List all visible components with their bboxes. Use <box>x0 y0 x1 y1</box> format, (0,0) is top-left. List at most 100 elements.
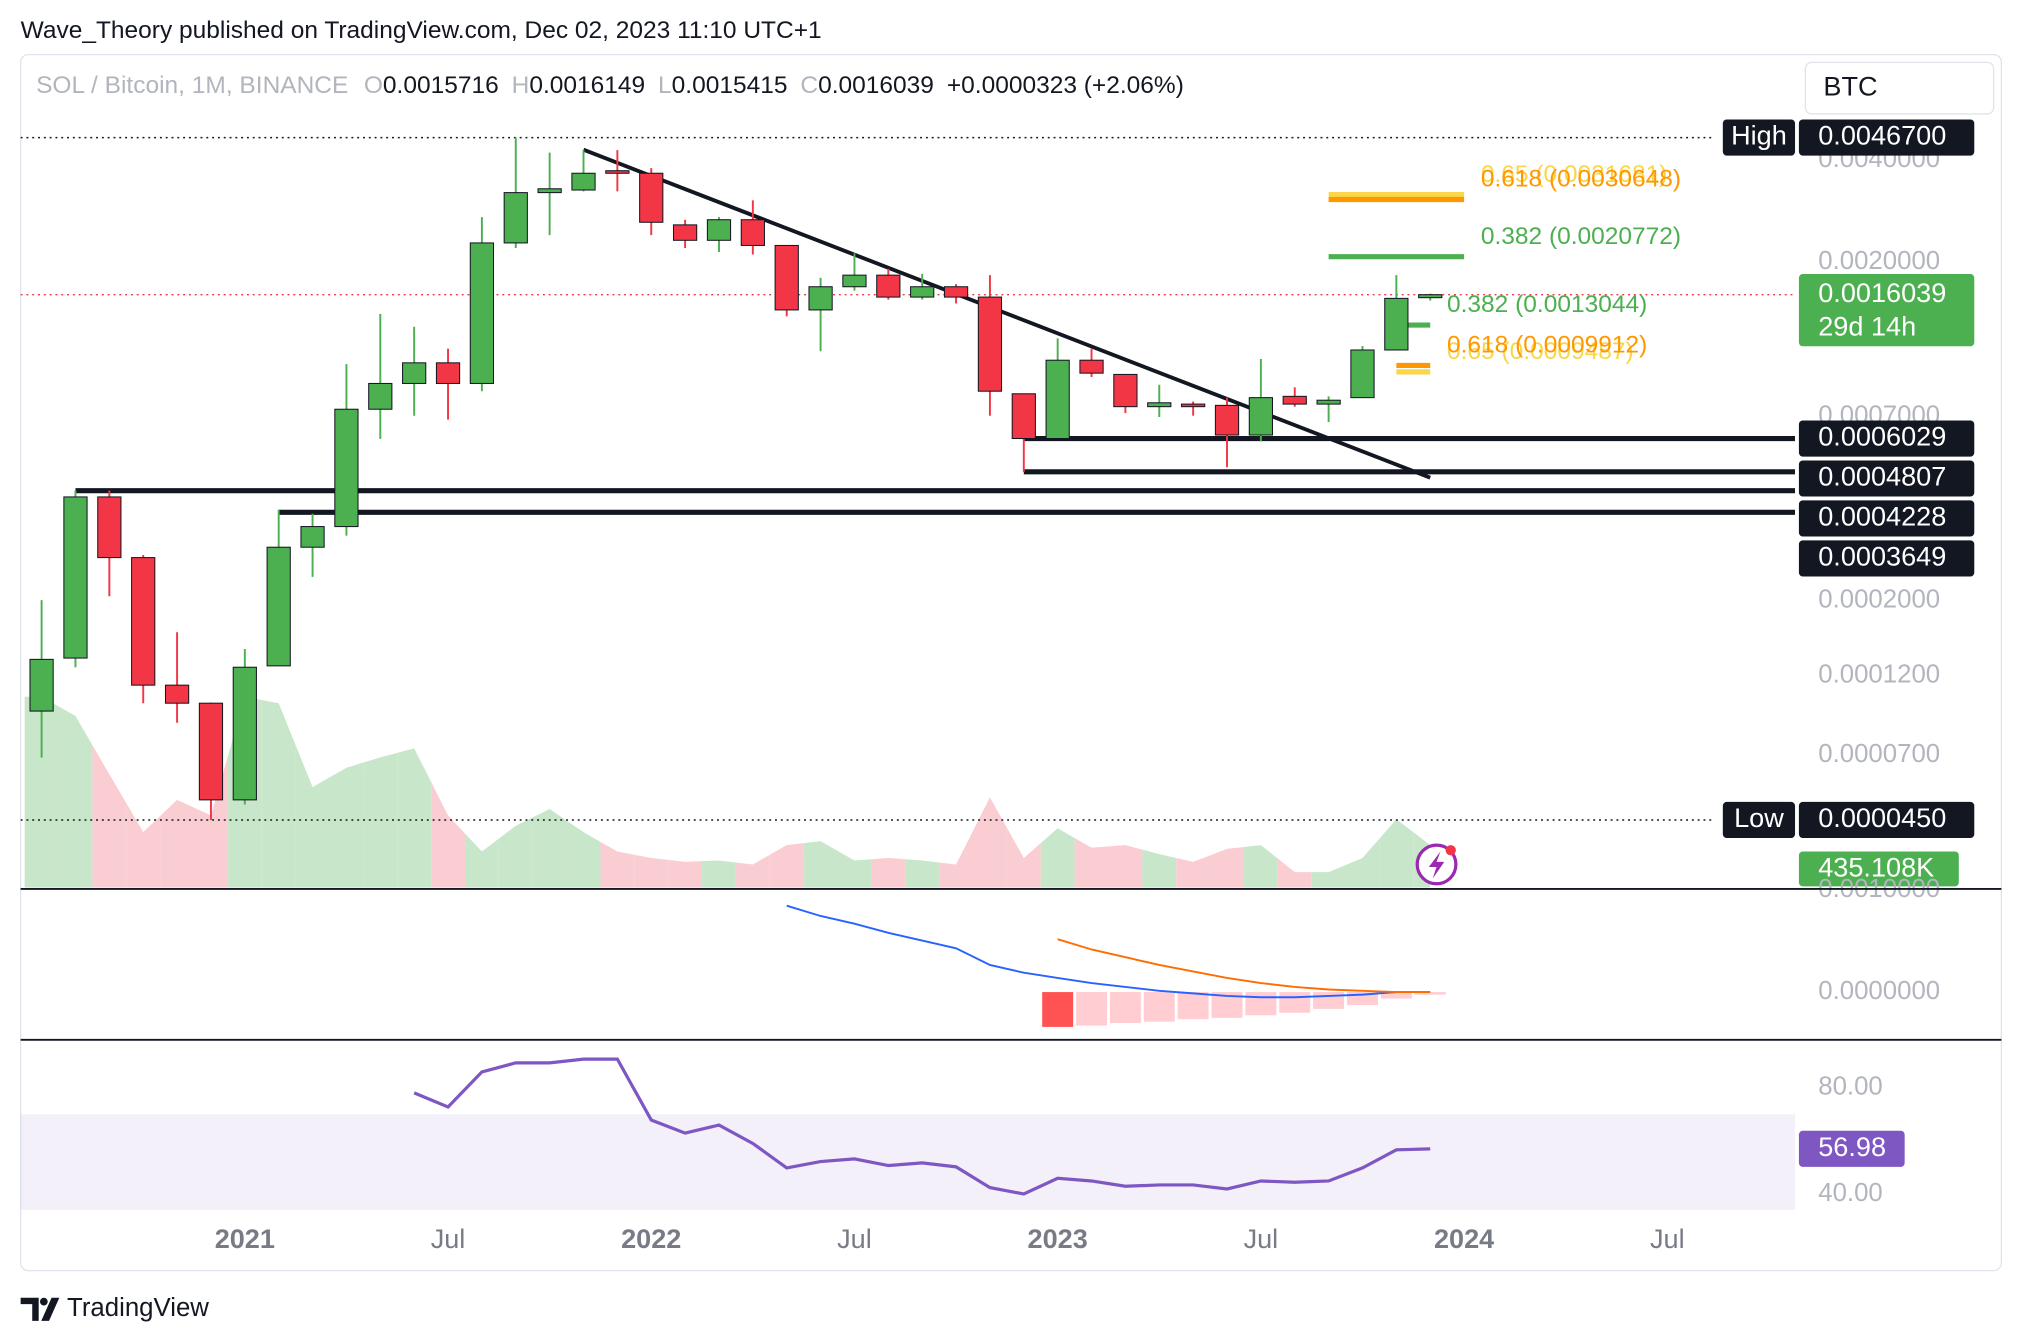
c-key: C <box>800 72 818 99</box>
rsi-label: 56.98 <box>1818 1131 1886 1162</box>
chart-frame <box>19 53 2003 1272</box>
macd-histogram <box>1245 992 1277 1016</box>
candle-body <box>198 702 224 801</box>
h-key: H <box>512 72 530 99</box>
fib-label: 0.618 (0.0030648) <box>1481 166 1681 193</box>
candle-body <box>1079 359 1104 374</box>
volume-area <box>1108 845 1143 888</box>
candle-body <box>29 658 54 712</box>
volume-area <box>431 781 465 888</box>
candle-body <box>1011 393 1036 440</box>
volume-area <box>1210 846 1244 888</box>
x-tick-label: Jul <box>431 1223 466 1254</box>
candle-body <box>808 286 833 311</box>
volume-area <box>261 700 296 888</box>
o-value: 0.0015716 <box>383 72 499 99</box>
l-value: 0.0015415 <box>672 72 788 99</box>
fib-label: 0.382 (0.0020772) <box>1481 223 1681 250</box>
candle-body <box>1181 403 1206 408</box>
candle-body <box>469 242 495 384</box>
candle-body <box>503 192 528 244</box>
candle-body <box>977 296 1003 392</box>
volume-area <box>1176 855 1211 888</box>
macd-histogram <box>1177 992 1209 1020</box>
macd-histogram <box>1076 992 1108 1026</box>
y-tick-label: 80.00 <box>1818 1072 1883 1100</box>
y-tick-label: 40.00 <box>1818 1179 1883 1207</box>
level-label-box <box>1798 420 1975 457</box>
candle-body <box>1147 402 1172 408</box>
label-layer: 0.00400000.00200000.00070000.00020000.00… <box>215 119 1975 1254</box>
macd-histogram <box>1042 992 1074 1027</box>
indicator-icon <box>1415 843 1458 886</box>
extreme-value: 0.0000450 <box>1818 802 1946 833</box>
volume-area <box>939 830 973 888</box>
candle-body <box>1248 397 1274 436</box>
y-tick-label: 0.0000000 <box>1818 977 1940 1005</box>
brand: TradingView <box>67 1294 209 1322</box>
macd-line <box>1057 938 1431 994</box>
candle-body <box>672 224 698 241</box>
candle-body <box>910 286 935 298</box>
volume-area <box>905 859 940 888</box>
candle-body <box>97 496 122 559</box>
currency-button[interactable] <box>1804 61 1995 115</box>
macd-histogram <box>1414 992 1446 995</box>
volume-area <box>1074 837 1109 888</box>
candle-body <box>131 557 156 686</box>
volume-area <box>769 843 804 888</box>
x-tick-label: Jul <box>837 1223 872 1254</box>
candle-body <box>435 362 461 384</box>
volume-area <box>871 858 906 888</box>
macd-histogram <box>1279 992 1311 1013</box>
candle-body <box>1384 297 1409 351</box>
fib-label: 0.65 (0.0009487) <box>1447 338 1634 365</box>
candle-layer <box>29 137 1443 820</box>
volume-area <box>1040 828 1075 888</box>
candle-body <box>402 362 427 384</box>
x-tick-label: Jul <box>1650 1223 1685 1254</box>
volume-area <box>803 841 838 888</box>
extreme-key-box <box>1722 119 1796 156</box>
level-label-box <box>1798 500 1975 537</box>
volume-area <box>634 854 669 888</box>
countdown: 29d 14h <box>1818 310 1916 341</box>
change: +0.0000323 (+2.06%) <box>947 72 1184 99</box>
candle-body <box>266 546 291 667</box>
volume-area <box>837 850 872 888</box>
x-tick-label: 2024 <box>1434 1223 1494 1254</box>
candle-body <box>1214 404 1240 436</box>
rsi-label-box <box>1798 1130 1905 1167</box>
candle-body <box>1350 349 1375 399</box>
c-value: 0.0016039 <box>818 72 934 99</box>
candle-body <box>164 684 190 704</box>
publish-line: Wave_Theory published on TradingView.com… <box>21 17 822 44</box>
candle-body <box>1418 294 1443 299</box>
level-label: 0.0004228 <box>1818 501 1946 532</box>
volume-area <box>363 752 398 888</box>
last-price: 0.0016039 <box>1818 277 1946 308</box>
y-tick-label: 0.0000700 <box>1818 740 1940 768</box>
level-label: 0.0004807 <box>1818 461 1946 492</box>
volume-area <box>58 706 93 888</box>
volume-area <box>1277 858 1312 888</box>
candle-body <box>774 244 799 311</box>
level-label: 0.0006029 <box>1818 421 1946 452</box>
fib-label: 0.618 (0.0009912) <box>1447 332 1647 359</box>
volume-area <box>397 748 432 888</box>
volume-area <box>972 797 1007 888</box>
level-label-box <box>1798 540 1975 577</box>
candle-body <box>63 496 88 659</box>
volume-area <box>126 803 161 888</box>
rsi-band <box>20 1114 1796 1211</box>
candle-body <box>1282 395 1307 405</box>
volume-area <box>600 841 635 888</box>
y-tick-label: 0.0001200 <box>1818 661 1940 689</box>
macd-line <box>786 904 1431 999</box>
extreme-key: High <box>1731 120 1787 151</box>
y-tick-label: 0.0020000 <box>1818 247 1940 275</box>
candle-body <box>706 219 732 241</box>
trendline <box>582 147 1431 480</box>
candle-body <box>1113 373 1138 408</box>
candle-body <box>605 170 630 174</box>
